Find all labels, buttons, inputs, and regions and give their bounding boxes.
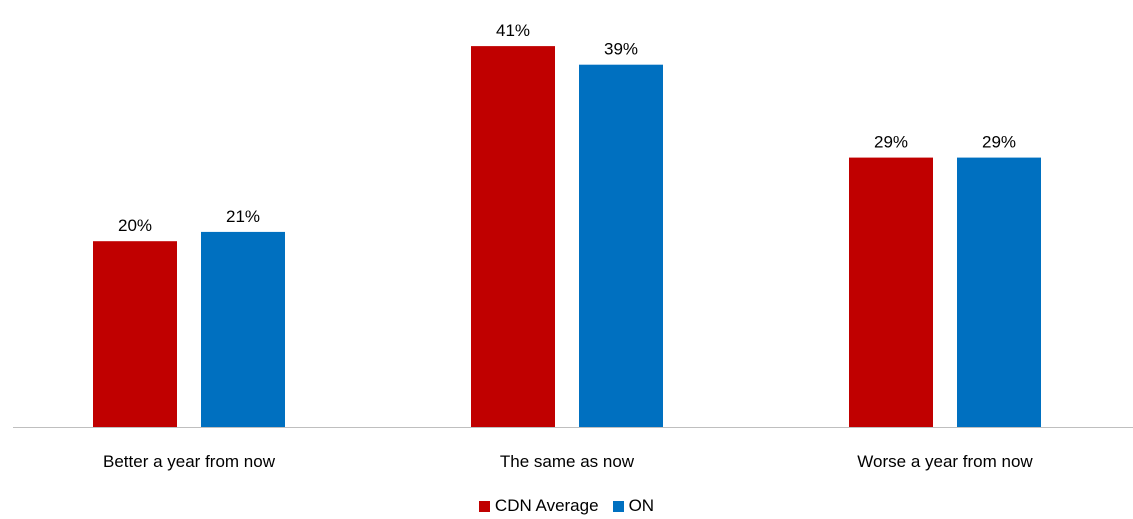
legend-label-cdn-average: CDN Average xyxy=(494,496,599,515)
bar-on-worse-a-year-from-now xyxy=(957,157,1041,427)
legend-label-on: ON xyxy=(628,496,655,515)
data-label-on-the-same-as-now: 39% xyxy=(604,40,638,59)
data-label-on-worse-a-year-from-now: 29% xyxy=(982,133,1016,152)
category-label-worse-a-year-from-now: Worse a year from now xyxy=(857,452,1033,471)
category-label-the-same-as-now: The same as now xyxy=(500,452,635,471)
bar-on-better-a-year-from-now xyxy=(201,231,285,427)
data-label-cdn-average-the-same-as-now: 41% xyxy=(496,21,530,40)
legend-item-on: ON xyxy=(612,496,655,516)
bar-chart-plot: 20% 21% Better a year from now 41% 39% The sa… xyxy=(13,21,1133,471)
legend-item-cdn-average: CDN Average xyxy=(478,496,599,516)
data-label-on-better-a-year-from-now: 21% xyxy=(226,207,260,226)
bar-cdn-average-the-same-as-now xyxy=(471,46,555,428)
legend-swatch-on xyxy=(612,500,624,512)
data-label-cdn-average-better-a-year-from-now: 20% xyxy=(118,216,152,235)
category-label-better-a-year-from-now: Better a year from now xyxy=(103,452,276,471)
bar-on-the-same-as-now xyxy=(579,64,663,427)
bar-cdn-average-worse-a-year-from-now xyxy=(849,157,933,427)
legend-swatch-cdn-average xyxy=(478,500,490,512)
legend: CDN Average ON xyxy=(0,496,1133,516)
bar-cdn-average-better-a-year-from-now xyxy=(93,241,177,427)
data-label-cdn-average-worse-a-year-from-now: 29% xyxy=(874,133,908,152)
